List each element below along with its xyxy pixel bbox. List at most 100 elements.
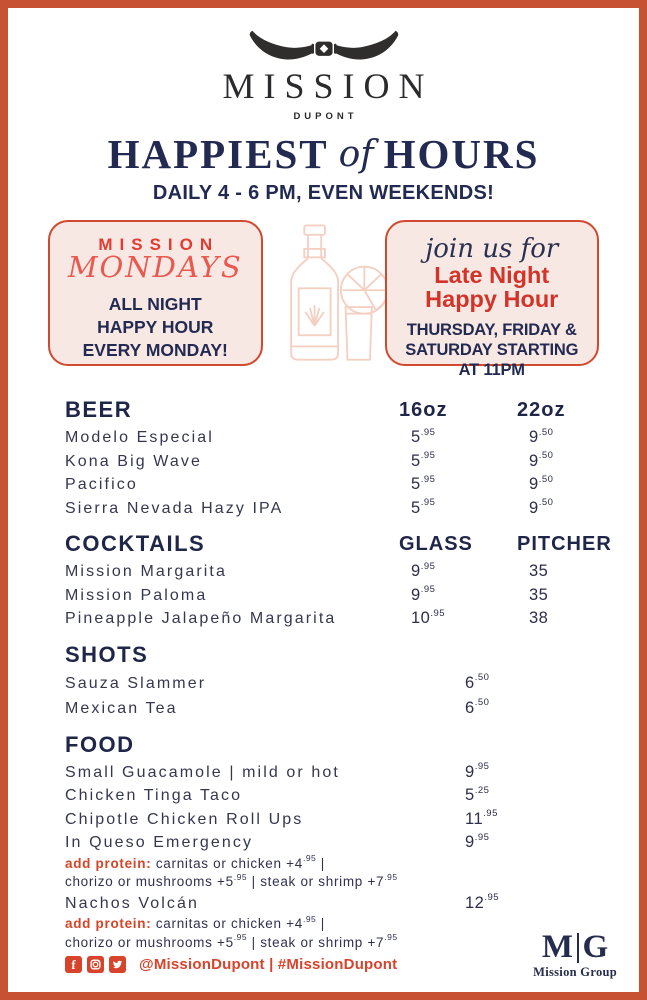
price-sup: .95 (484, 892, 500, 903)
price-sup: .50 (538, 473, 554, 485)
promo-mondays-title: MISSION (98, 235, 220, 254)
item-name: Mission Paloma (65, 586, 208, 604)
price-sup: .95 (420, 450, 436, 461)
price-sup: .95 (430, 607, 446, 619)
menu: BEER 16oz 22oz Modelo Especial 5.95 9.50… (65, 397, 627, 952)
item-price: 9.95 (411, 560, 436, 580)
item-price: 11.95 (465, 808, 498, 828)
price-sup: .50 (474, 697, 490, 708)
price-sup: .25 (474, 784, 490, 796)
item-price: 9.50 (529, 497, 554, 517)
mg-letters: M G (533, 931, 617, 964)
section-header: COCKTAILS GLASS PITCHER (65, 531, 627, 557)
price-sup: .95 (233, 871, 248, 882)
menu-item: Pacifico 5.95 9.50 (65, 473, 627, 497)
mission-group-logo: M G Mission Group (533, 931, 617, 980)
menu-item: Modelo Especial 5.95 9.50 (65, 426, 627, 450)
mg-divider (577, 932, 579, 963)
price-sup: .95 (384, 932, 398, 942)
item-price: 5.25 (465, 784, 490, 804)
promo-mondays-line: EVERY MONDAY! (82, 339, 228, 360)
item-price: 12.95 (465, 892, 500, 912)
item-price: 5.95 (411, 473, 436, 493)
promo-mondays-line: HAPPY HOUR (97, 316, 214, 337)
item-price: 9.95 (465, 831, 490, 851)
column-header: 16oz (399, 399, 448, 421)
promo-late-body-line: SATURDAY STARTING (405, 341, 579, 360)
note-label: add protein: (65, 855, 152, 871)
menu-item: Sauza Slammer 6.50 (65, 671, 627, 696)
item-name: In Queso Emergency (65, 834, 254, 851)
tequila-illustration (263, 220, 385, 366)
facebook-icon[interactable]: f (65, 956, 82, 973)
price-sup: .50 (474, 672, 490, 683)
promo-mission-mondays: MISSION MONDAYS ALL NIGHT HAPPY HOUR EVE… (48, 220, 263, 366)
item-price: 6.50 (465, 672, 490, 692)
menu-item: Mission Paloma 9.95 35 (65, 584, 627, 608)
social-icons: f (65, 956, 126, 973)
brand-location: DUPONT (293, 111, 358, 122)
price-sup: .95 (384, 871, 398, 882)
price-sup: .50 (538, 497, 554, 508)
item-price: 9.50 (529, 450, 554, 470)
price-sup: .95 (302, 853, 317, 863)
promo-late-night: join us for Late Night Happy Hour THURSD… (384, 220, 599, 379)
price-sup: .50 (538, 426, 554, 438)
promo-late-title: Late Night Happy Hour (387, 262, 598, 313)
menu-item: Mission Margarita 9.95 35 (65, 560, 627, 584)
section-title: SHOTS (65, 641, 149, 667)
section-cocktails: COCKTAILS GLASS PITCHER Mission Margarit… (65, 531, 627, 631)
item-name: Sauza Slammer (65, 674, 207, 692)
social-handles[interactable]: @MissionDupont | #MissionDupont (139, 956, 398, 973)
column-header: GLASS (399, 533, 473, 555)
promo-mondays-script: MONDAYS (67, 250, 243, 284)
mg-letter-g: G (582, 929, 609, 965)
add-protein-note: add protein: carnitas or chicken +4.95 |… (65, 853, 627, 892)
price-sup: .95 (302, 913, 317, 924)
note-line: add protein: carnitas or chicken +4.95 | (65, 853, 325, 871)
item-price: 9.50 (529, 426, 554, 446)
facebook-glyph: f (71, 957, 76, 972)
item-name: Pineapple Jalapeño Margarita (65, 610, 337, 627)
twitter-icon[interactable] (109, 956, 126, 973)
price-sup: .95 (474, 761, 490, 772)
title-post: HOURS (383, 131, 540, 177)
price-sup: .95 (420, 426, 436, 438)
note-line: add protein: carnitas or chicken +4.95 | (65, 913, 325, 931)
item-name: Kona Big Wave (65, 452, 202, 470)
section-header: BEER 16oz 22oz (65, 397, 627, 423)
item-price: 5.95 (411, 450, 436, 470)
price-sup: .95 (474, 831, 490, 843)
title-pre: HAPPIEST (107, 131, 329, 177)
brand-name: MISSION (222, 66, 434, 106)
footer-social: f @MissionDupont | #MissionDupont (65, 956, 397, 973)
instagram-icon[interactable] (87, 956, 104, 973)
item-name: Mission Margarita (65, 563, 227, 580)
price-sup: .50 (538, 450, 554, 461)
promo-late-body-line: THURSDAY, FRIDAY & (406, 320, 577, 339)
note-line: chorizo or mushrooms +5.95 | steak or sh… (65, 871, 398, 889)
item-price: 35 (529, 562, 549, 580)
menu-item: Sierra Nevada Hazy IPA 5.95 9.50 (65, 497, 627, 521)
item-price: 9.50 (529, 473, 554, 493)
item-name: Small Guacamole | mild or hot (65, 763, 340, 781)
item-name: Modelo Especial (65, 429, 214, 446)
price-sup: .95 (420, 497, 436, 508)
item-price: 35 (529, 585, 549, 604)
item-price: 9.95 (411, 584, 436, 604)
item-price: 9.95 (465, 761, 490, 781)
promo-late-line: Happy Hour (425, 286, 559, 313)
item-price: 6.50 (465, 697, 490, 717)
price-sup: .95 (420, 473, 436, 485)
mg-caption: Mission Group (533, 965, 617, 979)
item-name: Mexican Tea (65, 699, 178, 717)
promo-row: MISSION MONDAYS ALL NIGHT HAPPY HOUR EVE… (8, 220, 639, 379)
note-label: add protein: (65, 916, 152, 931)
menu-item: Mexican Tea 6.50 (65, 696, 627, 721)
item-name: Pacifico (65, 476, 138, 493)
menu-item: In Queso Emergency 9.95 (65, 831, 627, 855)
price-sup: .95 (483, 808, 498, 819)
price-sup: .95 (233, 932, 248, 942)
column-header: 22oz (517, 399, 566, 421)
title-script: of (338, 134, 374, 175)
